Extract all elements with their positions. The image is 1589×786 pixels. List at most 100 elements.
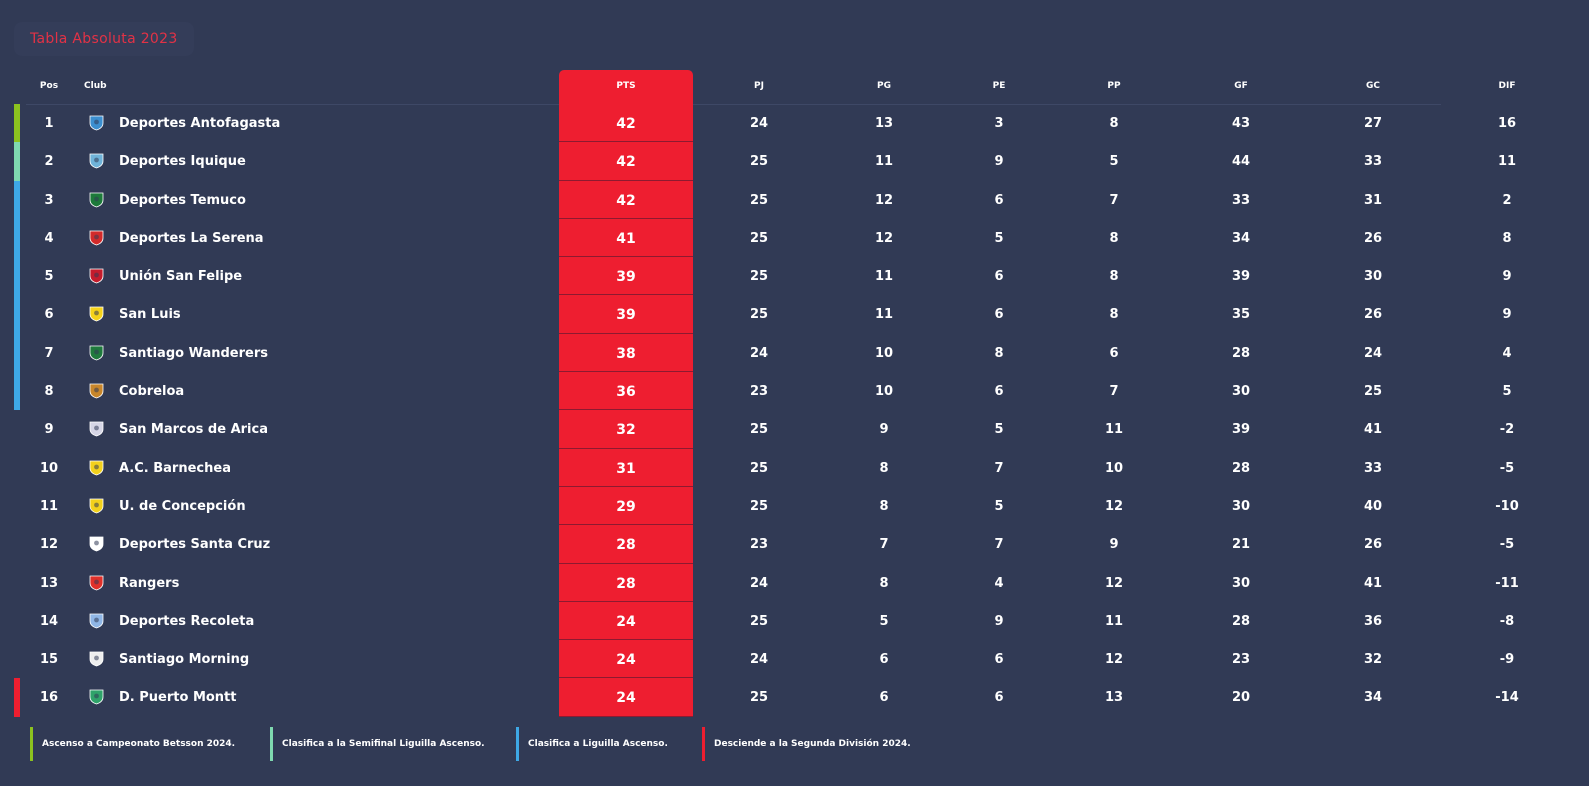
table-row[interactable]: 8 Cobreloa 36 23 10 6 7 30 25 5 (0, 372, 1589, 411)
position-cell: 14 (39, 613, 59, 629)
pe-cell: 6 (994, 690, 1004, 706)
club-name[interactable]: Deportes Santa Cruz (119, 537, 271, 553)
header-dif[interactable]: DIF (1498, 81, 1516, 91)
table-row[interactable]: 6 San Luis 39 25 11 6 8 35 26 9 (0, 295, 1589, 334)
gc-cell: 40 (1363, 498, 1383, 514)
table-row[interactable]: 3 Deportes Temuco 42 25 12 6 7 33 31 2 (0, 180, 1589, 219)
points-value: 36 (616, 384, 636, 401)
page-title: Tabla Absoluta 2023 (14, 22, 194, 56)
table-row[interactable]: 15 Santiago Morning 24 24 6 6 12 23 32 -9 (0, 640, 1589, 679)
points-cell: 24 (559, 678, 693, 717)
club-name[interactable]: Deportes La Serena (119, 230, 264, 246)
position-cell: 10 (39, 460, 59, 476)
pp-cell: 13 (1104, 690, 1124, 706)
table-row[interactable]: 9 San Marcos de Arica 32 25 9 5 11 39 41 -2 (0, 410, 1589, 449)
club-name[interactable]: Deportes Recoleta (119, 613, 255, 629)
points-value: 24 (616, 613, 636, 630)
points-cell: 24 (559, 640, 693, 679)
points-value: 41 (616, 230, 636, 247)
dif-cell: 2 (1502, 192, 1512, 208)
table-row[interactable]: 16 D. Puerto Montt 24 25 6 6 13 20 34 -14 (0, 678, 1589, 717)
pp-cell: 5 (1109, 154, 1119, 170)
table-row[interactable]: 5 Unión San Felipe 39 25 11 6 8 39 30 9 (0, 257, 1589, 296)
pp-cell: 10 (1104, 460, 1124, 476)
pe-cell: 8 (994, 345, 1004, 361)
gf-cell: 28 (1231, 345, 1251, 361)
header-pe[interactable]: PE (992, 81, 1006, 91)
table-row[interactable]: 12 Deportes Santa Cruz 28 23 7 7 9 21 26 -5 (0, 525, 1589, 564)
table-row[interactable]: 13 Rangers 28 24 8 4 12 30 41 -11 (0, 563, 1589, 602)
pe-cell: 6 (994, 269, 1004, 285)
pg-cell: 8 (879, 498, 889, 514)
gc-cell: 31 (1363, 192, 1383, 208)
san-luis-crest-icon (88, 305, 105, 322)
header-pts[interactable]: PTS (616, 81, 636, 91)
club-name[interactable]: San Marcos de Arica (119, 422, 268, 438)
dif-cell: -2 (1499, 422, 1515, 438)
club-name[interactable]: Unión San Felipe (119, 269, 243, 285)
club-name[interactable]: Deportes Iquique (119, 154, 246, 170)
gc-cell: 27 (1363, 116, 1383, 131)
points-cell: 31 (559, 448, 693, 487)
pg-cell: 12 (874, 192, 894, 208)
table-row[interactable]: 14 Deportes Recoleta 24 25 5 9 11 28 36 -8 (0, 601, 1589, 641)
legend-label: Clasifica a Liguilla Ascenso. (528, 739, 668, 749)
header-club[interactable]: Club (84, 81, 107, 91)
deportes-recoleta-crest-icon (88, 612, 105, 629)
pe-cell: 5 (994, 498, 1004, 514)
table-header-row: Pos Club PTS PJ PG PE PP GF GC DIF (0, 70, 1589, 105)
pj-cell: 24 (749, 575, 769, 591)
pg-cell: 8 (879, 575, 889, 591)
pj-cell: 23 (749, 384, 769, 400)
dif-cell: -5 (1499, 537, 1515, 553)
dif-cell: 16 (1497, 116, 1517, 131)
club-name[interactable]: Santiago Wanderers (119, 345, 268, 361)
pj-cell: 24 (749, 652, 769, 668)
table-row[interactable]: 4 Deportes La Serena 41 25 12 5 8 34 26 8 (0, 218, 1589, 258)
ac-barnechea-crest-icon (88, 459, 105, 476)
points-cell: 24 (559, 601, 693, 641)
pe-cell: 3 (994, 116, 1004, 131)
pj-cell: 25 (749, 269, 769, 285)
dif-cell: -8 (1499, 613, 1515, 629)
u-de-concepcion-crest-icon (88, 497, 105, 514)
club-name[interactable]: Rangers (119, 575, 180, 591)
club-name[interactable]: A.C. Barnechea (119, 460, 231, 476)
header-gf[interactable]: GF (1234, 81, 1248, 91)
pg-cell: 6 (879, 690, 889, 706)
points-cell: 28 (559, 525, 693, 564)
header-pj[interactable]: PJ (754, 81, 764, 91)
club-name[interactable]: D. Puerto Montt (119, 690, 237, 706)
points-cell: 29 (559, 486, 693, 526)
club-name[interactable]: U. de Concepción (119, 498, 246, 514)
table-row[interactable]: 2 Deportes Iquique 42 25 11 9 5 44 33 11 (0, 142, 1589, 181)
points-value: 28 (616, 575, 636, 592)
club-name[interactable]: Santiago Morning (119, 652, 250, 668)
pp-cell: 12 (1104, 498, 1124, 514)
header-pg[interactable]: PG (877, 81, 891, 91)
pe-cell: 6 (994, 384, 1004, 400)
pp-cell: 9 (1109, 537, 1119, 553)
club-name[interactable]: Cobreloa (119, 384, 185, 400)
table-row[interactable]: 11 U. de Concepción 29 25 8 5 12 30 40 -10 (0, 486, 1589, 526)
pj-cell: 24 (749, 116, 769, 131)
table-row[interactable]: 1 Deportes Antofagasta 42 24 13 3 8 43 27 16 (0, 104, 1589, 143)
points-cell: 41 (559, 218, 693, 258)
header-pos[interactable]: Pos (39, 81, 59, 91)
position-cell: 13 (39, 575, 59, 591)
gc-cell: 32 (1363, 652, 1383, 668)
club-name[interactable]: Deportes Temuco (119, 192, 246, 208)
header-gc[interactable]: GC (1366, 81, 1380, 91)
zone-indicator (14, 372, 20, 411)
club-name[interactable]: San Luis (119, 307, 181, 323)
points-value: 39 (616, 269, 636, 286)
table-row[interactable]: 7 Santiago Wanderers 38 24 10 8 6 28 24 4 (0, 333, 1589, 373)
pg-cell: 11 (874, 269, 894, 285)
gc-cell: 41 (1363, 422, 1383, 438)
header-pp[interactable]: PP (1107, 81, 1121, 91)
zone-indicator (14, 678, 20, 717)
zone-indicator (14, 257, 20, 296)
gf-cell: 30 (1231, 575, 1251, 591)
table-row[interactable]: 10 A.C. Barnechea 31 25 8 7 10 28 33 -5 (0, 448, 1589, 487)
club-name[interactable]: Deportes Antofagasta (119, 116, 281, 131)
